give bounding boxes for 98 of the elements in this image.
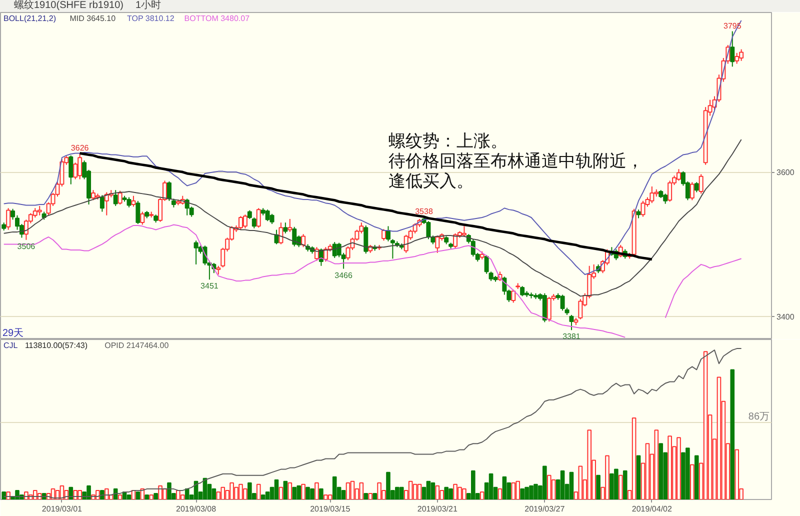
bar xyxy=(68,486,74,500)
x-tick-label: 2019/03/15 xyxy=(310,504,351,514)
bar xyxy=(126,494,132,500)
text: OPID 2147464.00 xyxy=(104,341,170,350)
bar xyxy=(694,455,699,500)
candlestick xyxy=(698,174,704,194)
candlestick xyxy=(488,271,494,282)
candlestick xyxy=(640,200,646,218)
bar xyxy=(144,494,150,500)
candlestick xyxy=(484,254,489,274)
x-tick-label: 2019/03/27 xyxy=(524,504,566,514)
bar xyxy=(569,472,574,500)
candlestick xyxy=(278,222,284,245)
candlestick xyxy=(270,213,274,225)
candlestick xyxy=(194,240,198,265)
bar xyxy=(426,480,431,500)
bar xyxy=(319,488,324,500)
bar xyxy=(212,488,216,500)
candlestick xyxy=(252,217,256,229)
candlestick xyxy=(292,226,297,247)
bar xyxy=(265,491,270,500)
bar xyxy=(372,492,377,500)
candlestick xyxy=(166,180,172,202)
text: TOP 3810.12 xyxy=(127,14,175,23)
candlestick xyxy=(511,289,516,304)
x-tick-label: 2019/03/21 xyxy=(417,504,458,514)
chart-title: 螺纹1910(SHFE rb1910) xyxy=(14,0,124,11)
legend-title: CJL xyxy=(4,341,18,350)
bar xyxy=(596,474,600,500)
candlestick xyxy=(140,211,145,226)
candlestick xyxy=(382,228,386,242)
bar xyxy=(622,470,628,500)
bar xyxy=(184,488,190,500)
annotation: 螺纹势：上涨。 xyxy=(388,132,508,152)
annotation: 3538 xyxy=(415,206,434,216)
annotation: 3506 xyxy=(17,242,36,251)
bar xyxy=(2,491,6,500)
annotation: 3466 xyxy=(334,270,353,280)
legend-title: BOLL(21,21,2) xyxy=(4,14,56,23)
candlestick xyxy=(730,30,735,68)
bar xyxy=(658,443,664,500)
bar xyxy=(636,455,641,500)
candlestick xyxy=(131,195,136,208)
bar xyxy=(154,492,158,500)
bar xyxy=(488,473,494,500)
text: BOTTOM 3480.07 xyxy=(184,14,250,23)
y-tick-label: 3600 xyxy=(776,168,795,178)
annotation: 29天 xyxy=(2,328,24,339)
x-tick-label: 2019/04/02 xyxy=(632,504,673,514)
candlestick xyxy=(694,182,699,193)
annotation: 逢低买入。 xyxy=(388,172,474,192)
candlestick xyxy=(690,182,694,201)
candlestick xyxy=(364,224,368,254)
candlestick xyxy=(668,180,672,202)
x-tick-label: 2019/03/01 xyxy=(42,504,83,514)
candlestick xyxy=(578,298,583,320)
bar xyxy=(292,486,297,500)
bar xyxy=(341,490,346,500)
candlestick xyxy=(6,208,11,230)
bar xyxy=(274,479,279,500)
y-tick-label: 3400 xyxy=(776,312,795,322)
bar xyxy=(364,492,368,500)
bar xyxy=(332,476,337,500)
annotation: 3626 xyxy=(70,143,90,152)
candlestick xyxy=(113,190,118,206)
candlestick xyxy=(283,222,288,234)
candlestick xyxy=(453,232,458,250)
candlestick xyxy=(68,154,74,185)
candlestick xyxy=(435,235,440,254)
candlestick xyxy=(118,190,122,206)
annotation: 113810.00(57:43) xyxy=(24,341,88,350)
bar xyxy=(502,476,507,500)
bar xyxy=(283,480,288,500)
annotation: 3451 xyxy=(200,282,219,291)
candlestick xyxy=(734,52,740,64)
candlestick xyxy=(520,286,525,297)
bar xyxy=(560,470,565,500)
candlestick xyxy=(100,194,104,212)
annotation: 待价格回落至布林通道中轨附近， xyxy=(388,152,644,172)
x-tick-label: 2019/03/08 xyxy=(176,504,217,514)
candlestick xyxy=(288,218,292,232)
annotation: 86万 xyxy=(748,412,770,423)
candlestick xyxy=(560,294,565,312)
candlestick xyxy=(301,234,306,248)
candlestick xyxy=(569,314,574,331)
candlestick xyxy=(256,208,261,228)
annotation: 3381 xyxy=(562,332,581,342)
candlestick xyxy=(136,200,140,225)
text: MID 3645.10 xyxy=(70,14,116,23)
candlestick xyxy=(37,205,42,216)
bar xyxy=(399,486,404,500)
bar xyxy=(430,482,436,500)
chart-subtitle: 1小时 xyxy=(136,0,162,11)
bar xyxy=(730,369,735,500)
candlestick xyxy=(242,214,248,229)
candlestick xyxy=(462,226,466,238)
bar xyxy=(136,491,140,500)
bar xyxy=(260,494,266,500)
